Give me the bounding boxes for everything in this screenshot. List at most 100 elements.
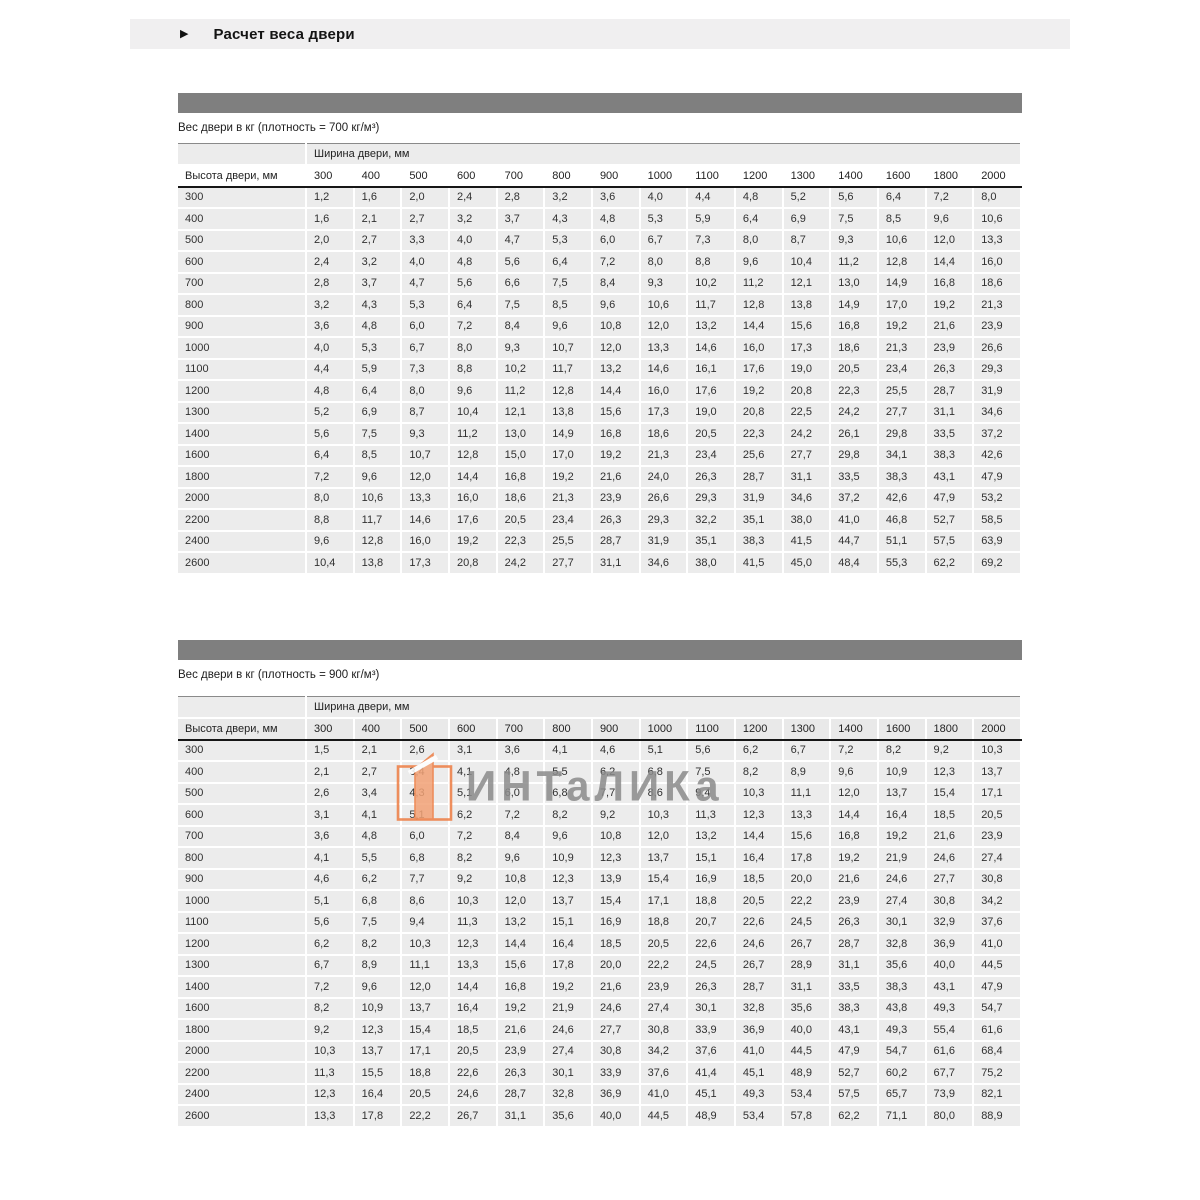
weight-cell: 24,2: [782, 423, 832, 446]
weight-cell: 12,1: [496, 401, 546, 424]
weight-cell: 3,2: [305, 294, 355, 317]
weight-cell: 45,0: [782, 552, 832, 575]
weight-cell: 17,8: [544, 954, 593, 977]
weight-cell: 16,0: [639, 380, 689, 403]
weight-cell: 20,5: [401, 1083, 450, 1106]
weight-cell: 8,2: [448, 847, 498, 870]
weight-cell: 10,3: [734, 782, 784, 805]
column-header: 500: [401, 718, 450, 741]
table-row: 1000 5,1 6,8 8,6 10,3 12,0 13,7 15,4 17,1 18,8 20,…: [178, 890, 1022, 913]
weight-cell: 5,3: [401, 294, 450, 317]
weight-cell: 25,6: [734, 444, 784, 467]
width-group-row: Ширина двери, мм: [178, 143, 1022, 166]
weight-cell: 8,0: [305, 487, 355, 510]
weight-cell: 7,2: [448, 315, 498, 338]
weight-cell: 13,8: [353, 552, 403, 575]
weight-cell: 16,9: [687, 868, 736, 891]
table-row: 700 3,6 4,8 6,0 7,2 8,4 9,6 10,8 12,0 13,2 14,4 15,…: [178, 825, 1022, 848]
weight-cell: 6,0: [591, 229, 641, 252]
weight-cell: 43,8: [877, 997, 927, 1020]
weight-cell: 19,2: [925, 294, 975, 317]
weight-cell: 31,1: [925, 401, 975, 424]
weight-cell: 68,4: [973, 1040, 1022, 1063]
weight-cell: 52,7: [830, 1062, 879, 1085]
weight-cell: 1,6: [353, 186, 403, 209]
weight-cell: 46,8: [877, 509, 927, 532]
weight-cell: 12,0: [591, 337, 641, 360]
weight-cell: 12,0: [639, 825, 689, 848]
weight-cell: 15,0: [496, 444, 546, 467]
weight-cell: 35,1: [687, 530, 736, 553]
weight-cell: 14,4: [448, 466, 498, 489]
weight-cell: 8,0: [973, 186, 1022, 209]
weight-cell: 18,6: [496, 487, 546, 510]
weight-cell: 47,9: [925, 487, 975, 510]
column-header: 1600: [877, 718, 927, 741]
weight-cell: 11,3: [687, 804, 736, 827]
weight-cell: 14,4: [925, 251, 975, 274]
weight-cell: 2,1: [353, 739, 403, 762]
weight-cell: 6,2: [305, 933, 355, 956]
weight-cell: 7,5: [544, 272, 593, 295]
weight-cell: 10,6: [877, 229, 927, 252]
weight-cell: 21,6: [591, 976, 641, 999]
weight-cell: 16,8: [496, 466, 546, 489]
weight-cell: 34,2: [639, 1040, 689, 1063]
weight-cell: 16,8: [591, 423, 641, 446]
weight-cell: 8,6: [639, 782, 689, 805]
column-header: 1300: [782, 165, 832, 188]
row-header: 1800: [178, 466, 307, 489]
weight-cell: 31,1: [782, 976, 832, 999]
weight-cell: 15,6: [591, 401, 641, 424]
weight-cell: 55,3: [877, 552, 927, 575]
row-header: 1800: [178, 1019, 307, 1042]
weight-cell: 11,2: [830, 251, 879, 274]
weight-cell: 27,4: [639, 997, 689, 1020]
weight-cell: 5,9: [353, 358, 403, 381]
weight-cell: 12,3: [544, 868, 593, 891]
weight-cell: 8,5: [353, 444, 403, 467]
column-header: 800: [544, 165, 593, 188]
weight-cell: 44,7: [830, 530, 879, 553]
row-header: 2600: [178, 552, 307, 575]
weight-cell: 16,8: [830, 825, 879, 848]
weight-cell: 22,3: [830, 380, 879, 403]
weight-cell: 4,7: [401, 272, 450, 295]
column-header: 1400: [830, 165, 879, 188]
weight-cell: 34,6: [782, 487, 832, 510]
column-header: 800: [544, 718, 593, 741]
column-header-row: Высота двери, мм 300 400 500 600 700 800 900 100…: [178, 165, 1022, 188]
weight-cell: 31,1: [496, 1105, 546, 1128]
weight-cell: 12,8: [353, 530, 403, 553]
weight-cell: 4,6: [591, 739, 641, 762]
weight-cell: 17,3: [401, 552, 450, 575]
weight-cell: 3,6: [305, 825, 355, 848]
weight-cell: 48,9: [687, 1105, 736, 1128]
row-header: 2600: [178, 1105, 307, 1128]
weight-cell: 14,4: [734, 825, 784, 848]
weight-cell: 7,2: [591, 251, 641, 274]
column-header: 300: [305, 718, 355, 741]
weight-cell: 24,6: [448, 1083, 498, 1106]
density-700-section: Вес двери в кг (плотность = 700 кг/м³) Ш…: [178, 93, 1022, 575]
weight-cell: 12,3: [734, 804, 784, 827]
weight-cell: 21,9: [877, 847, 927, 870]
weight-cell: 24,2: [830, 401, 879, 424]
weight-cell: 13,7: [401, 997, 450, 1020]
width-group-header: Ширина двери, мм: [305, 696, 1022, 719]
table-row: 300 1,5 2,1 2,6 3,1 3,6 4,1 4,6 5,1 5,6 6,2 6,7 7,2 8…: [178, 739, 1022, 762]
weight-cell: 9,2: [925, 739, 975, 762]
weight-cell: 20,5: [973, 804, 1022, 827]
weight-cell: 27,4: [544, 1040, 593, 1063]
weight-cell: 22,6: [448, 1062, 498, 1085]
weight-cell: 35,6: [544, 1105, 593, 1128]
table-row: 300 1,2 1,6 2,0 2,4 2,8 3,2 3,6 4,0 4,4 4,8 5,2 5,6 6…: [178, 186, 1022, 209]
table-row: 1800 7,2 9,6 12,0 14,4 16,8 19,2 21,6 24,0 26,3 28…: [178, 466, 1022, 489]
weight-cell: 23,4: [877, 358, 927, 381]
weight-cell: 13,7: [877, 782, 927, 805]
row-header: 900: [178, 868, 307, 891]
weight-cell: 49,3: [877, 1019, 927, 1042]
table-row: 1000 4,0 5,3 6,7 8,0 9,3 10,7 12,0 13,3 14,6 16,0 1…: [178, 337, 1022, 360]
weight-cell: 80,0: [925, 1105, 975, 1128]
weight-cell: 7,2: [496, 804, 546, 827]
